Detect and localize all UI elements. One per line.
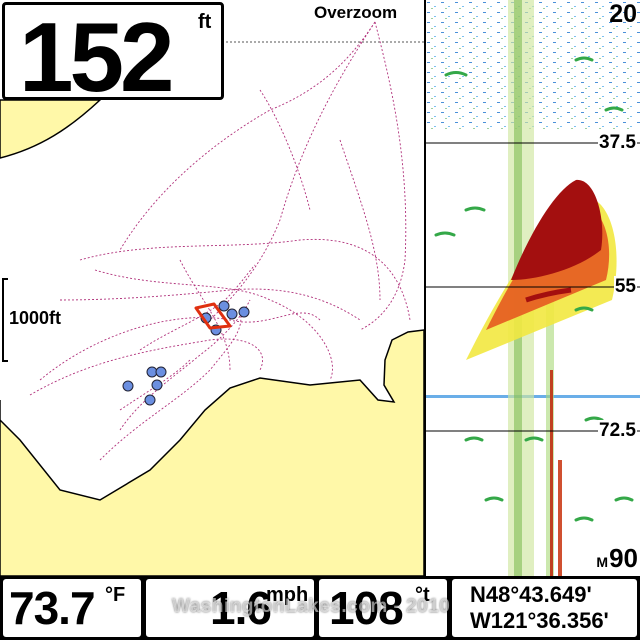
sonar-top-depth: 20 bbox=[609, 0, 637, 28]
waypoint-group bbox=[122, 300, 250, 406]
sonar-graphic bbox=[426, 0, 640, 576]
depth-readout: 152 ft bbox=[2, 2, 224, 112]
sonar-bottom-depth: M90 bbox=[596, 543, 638, 574]
scale-label: 1000ft bbox=[9, 308, 62, 328]
heading-value: 108 bbox=[329, 582, 404, 634]
fish-school bbox=[466, 179, 617, 360]
sonar-depth-label: 37.5 bbox=[598, 132, 637, 154]
sonar-bottom-unit: M bbox=[596, 554, 609, 570]
waypoint-marker bbox=[151, 379, 163, 391]
watermark-text: WashingtonLakes.com - 2010 bbox=[172, 596, 451, 617]
status-bar: 73.7 °F 1.6 mph 108 °t N48°43.649' W121°… bbox=[0, 576, 640, 640]
speed-cell: 1.6 mph bbox=[146, 579, 314, 637]
boat-position-icon bbox=[194, 302, 232, 330]
speed-value: 1.6 bbox=[210, 582, 272, 634]
fish-arches bbox=[434, 56, 634, 522]
waypoint-marker bbox=[144, 394, 156, 406]
waypoint-marker bbox=[155, 366, 167, 378]
latitude-value: N48°43.649' bbox=[470, 582, 592, 607]
sonar-depth-label: 55 bbox=[613, 276, 637, 298]
waypoint-marker bbox=[226, 308, 238, 320]
waypoint-marker bbox=[218, 300, 230, 312]
waypoint-marker bbox=[238, 306, 250, 318]
position-cell: N48°43.649' W121°36.356' bbox=[452, 579, 637, 637]
land-shore-south bbox=[0, 329, 424, 576]
panel-divider bbox=[424, 0, 426, 576]
sonar-bottom-value: 90 bbox=[609, 543, 638, 573]
water-temp-cell: 73.7 °F bbox=[3, 579, 141, 637]
sonar-panel[interactable]: 20 37.5 55 72.5 M90 bbox=[426, 0, 640, 576]
longitude-value: W121°36.356' bbox=[470, 608, 609, 633]
depth-value: 152 bbox=[19, 2, 175, 112]
waypoint-marker bbox=[122, 380, 134, 392]
depth-unit: ft bbox=[198, 11, 212, 33]
chart-map[interactable]: 152 ft Overzoom 1000ft bbox=[0, 0, 424, 576]
sonar-depth-label: 72.5 bbox=[598, 420, 637, 442]
chart-map-graphic bbox=[0, 21, 424, 576]
heading-cell: 108 °t bbox=[319, 579, 447, 637]
water-temp-value: 73.7 bbox=[9, 582, 96, 634]
water-temp-unit: °F bbox=[105, 584, 126, 606]
track-lines bbox=[29, 21, 411, 461]
heading-unit: °t bbox=[415, 584, 430, 606]
speed-unit: mph bbox=[266, 584, 309, 606]
land-shore-northwest bbox=[0, 99, 102, 159]
overzoom-label: Overzoom bbox=[314, 3, 398, 22]
scale-bar bbox=[2, 278, 8, 362]
